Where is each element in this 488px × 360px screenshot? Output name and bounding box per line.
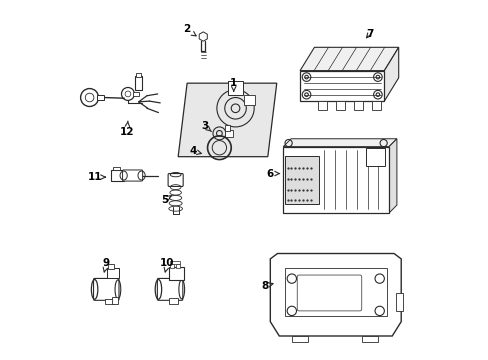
- Polygon shape: [284, 268, 386, 316]
- FancyBboxPatch shape: [107, 268, 119, 278]
- FancyBboxPatch shape: [285, 156, 319, 204]
- FancyBboxPatch shape: [169, 298, 178, 304]
- FancyBboxPatch shape: [361, 336, 377, 342]
- FancyBboxPatch shape: [169, 267, 183, 280]
- FancyBboxPatch shape: [105, 300, 114, 304]
- Text: 4: 4: [189, 146, 201, 156]
- FancyBboxPatch shape: [335, 101, 344, 110]
- FancyBboxPatch shape: [395, 293, 402, 311]
- Text: 2: 2: [183, 24, 196, 36]
- Text: 3: 3: [201, 121, 211, 131]
- FancyBboxPatch shape: [122, 170, 142, 181]
- FancyBboxPatch shape: [244, 95, 255, 105]
- FancyBboxPatch shape: [227, 81, 243, 95]
- FancyBboxPatch shape: [365, 148, 385, 166]
- FancyBboxPatch shape: [169, 264, 174, 268]
- FancyBboxPatch shape: [371, 101, 380, 110]
- FancyBboxPatch shape: [133, 92, 139, 96]
- FancyBboxPatch shape: [135, 76, 142, 90]
- Polygon shape: [388, 139, 396, 213]
- FancyBboxPatch shape: [283, 147, 388, 213]
- FancyBboxPatch shape: [113, 167, 120, 170]
- Text: 1: 1: [230, 78, 237, 91]
- Polygon shape: [384, 47, 398, 101]
- FancyBboxPatch shape: [224, 130, 232, 137]
- Text: 9: 9: [102, 258, 110, 272]
- FancyBboxPatch shape: [169, 261, 180, 264]
- FancyBboxPatch shape: [157, 278, 183, 300]
- Text: 8: 8: [261, 281, 272, 291]
- Text: 5: 5: [161, 195, 171, 205]
- Polygon shape: [178, 83, 276, 157]
- Text: 10: 10: [160, 258, 174, 272]
- Text: 11: 11: [87, 172, 105, 182]
- FancyBboxPatch shape: [224, 126, 230, 131]
- FancyBboxPatch shape: [297, 275, 361, 311]
- FancyBboxPatch shape: [97, 95, 104, 100]
- Polygon shape: [300, 47, 398, 71]
- FancyBboxPatch shape: [168, 174, 183, 186]
- FancyBboxPatch shape: [353, 101, 362, 110]
- FancyBboxPatch shape: [291, 336, 307, 342]
- Polygon shape: [199, 32, 207, 41]
- Text: 12: 12: [120, 121, 134, 136]
- Text: 6: 6: [265, 168, 279, 179]
- Text: 7: 7: [366, 29, 373, 39]
- FancyBboxPatch shape: [93, 278, 119, 300]
- FancyBboxPatch shape: [108, 264, 114, 269]
- FancyBboxPatch shape: [317, 101, 326, 110]
- FancyBboxPatch shape: [136, 73, 140, 77]
- Polygon shape: [283, 139, 396, 147]
- Polygon shape: [270, 253, 400, 336]
- FancyBboxPatch shape: [175, 264, 180, 268]
- FancyBboxPatch shape: [300, 71, 384, 101]
- FancyBboxPatch shape: [112, 297, 118, 305]
- FancyBboxPatch shape: [111, 170, 123, 181]
